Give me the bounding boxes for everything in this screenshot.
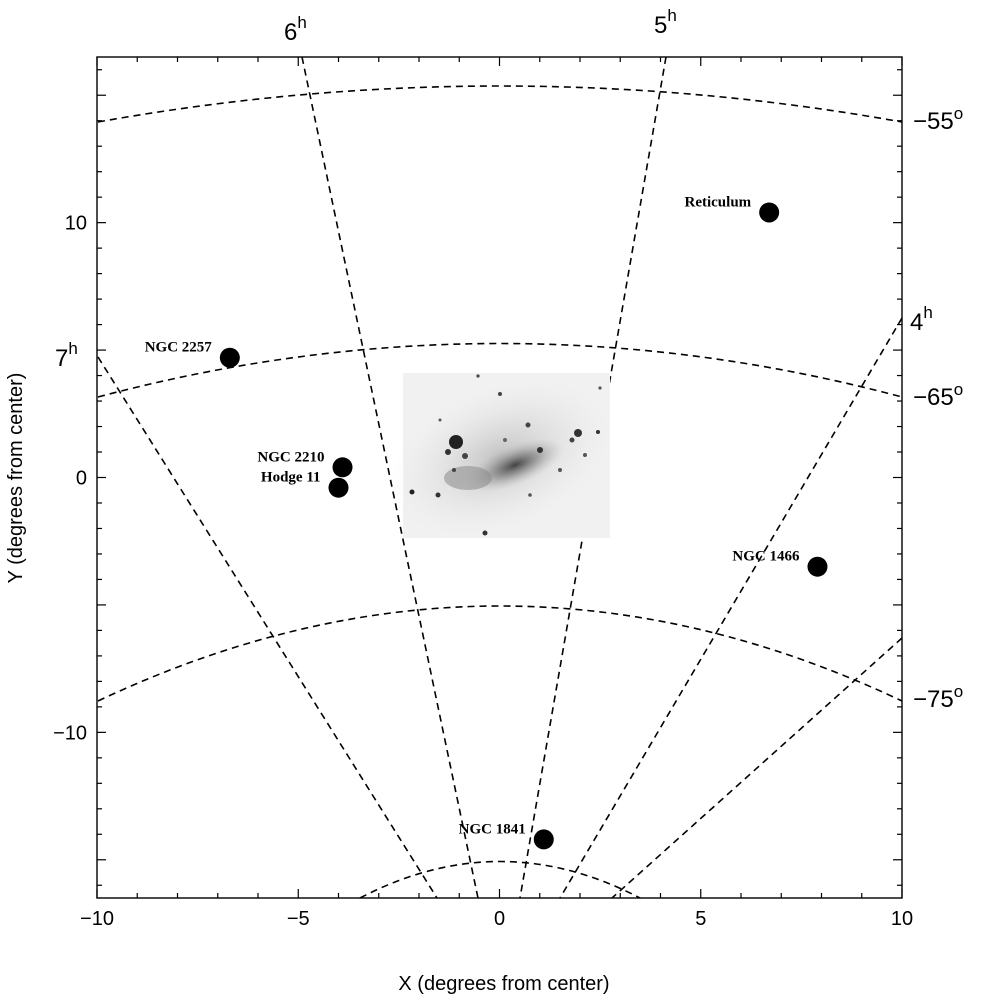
cluster-point bbox=[328, 477, 349, 498]
ra-label-5h: 5h bbox=[654, 6, 677, 39]
cluster-point bbox=[807, 556, 828, 577]
x-tick-label: 0 bbox=[494, 908, 505, 930]
ra-line-4h bbox=[559, 317, 902, 898]
cluster-label: NGC 1841 bbox=[459, 821, 526, 837]
y-tick-label: 10 bbox=[65, 213, 87, 235]
cluster-label: Reticulum bbox=[685, 194, 752, 210]
ra-label-6h: 6h bbox=[284, 13, 307, 46]
ra-label-7h: 7h bbox=[55, 339, 78, 372]
y-tick-label: 0 bbox=[76, 468, 87, 490]
x-tick-label: 5 bbox=[695, 908, 706, 930]
cluster-label: NGC 2210 bbox=[257, 449, 324, 465]
dec-arc-55 bbox=[97, 85, 902, 123]
x-tick-label: 10 bbox=[891, 908, 913, 930]
x-tick-label: −10 bbox=[80, 908, 114, 930]
y-axis-title: Y (degrees from center) bbox=[5, 373, 27, 584]
cluster-point bbox=[332, 457, 353, 478]
cluster-point bbox=[759, 202, 780, 223]
cluster-label: NGC 2257 bbox=[145, 340, 213, 356]
ra-line-7h bbox=[97, 356, 438, 898]
dec-arc-85 bbox=[359, 860, 641, 898]
dec-label-55: −55o bbox=[913, 104, 963, 135]
data-points: Reticulum NGC 2257 NGC 2210 Hodge 11 NGC 146… bbox=[145, 194, 828, 850]
x-axis-title: X (degrees from center) bbox=[398, 973, 609, 995]
dec-label-75: −75o bbox=[913, 682, 963, 713]
dec-arc-75 bbox=[97, 605, 902, 702]
axis-ticks: −10 −5 0 5 10 −10 0 10 bbox=[53, 57, 913, 930]
cluster-label: Hodge 11 bbox=[261, 470, 321, 486]
x-tick-label: −5 bbox=[287, 908, 310, 930]
dec-label-65: −65o bbox=[913, 380, 963, 411]
ra-line-3h bbox=[611, 637, 902, 898]
cluster-label: NGC 1466 bbox=[732, 549, 800, 565]
cluster-point bbox=[219, 347, 240, 368]
ra-label-4h: 4h bbox=[910, 303, 933, 336]
y-tick-label: −10 bbox=[53, 722, 87, 744]
cluster-point bbox=[533, 829, 554, 850]
lmc-galaxy-image bbox=[390, 373, 610, 538]
